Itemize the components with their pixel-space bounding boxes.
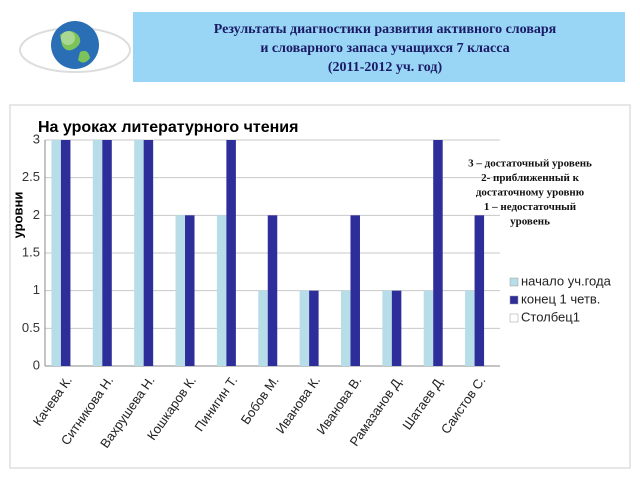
bar — [382, 290, 392, 366]
y-tick-label: 1.5 — [22, 244, 40, 259]
bar — [134, 140, 144, 366]
legend-swatch — [509, 277, 519, 287]
bar — [423, 290, 434, 366]
bar — [175, 215, 186, 366]
legend-swatch — [509, 313, 519, 323]
legend-swatch — [509, 295, 519, 305]
y-tick-label: 0.5 — [22, 320, 40, 335]
annotation: 1 – недостаточный — [484, 201, 577, 213]
y-tick-label: 2.5 — [22, 169, 40, 184]
bar — [102, 140, 112, 366]
annotation: достаточному уровню — [476, 187, 584, 199]
y-tick-label: 3 — [33, 131, 40, 146]
bar — [309, 290, 319, 366]
bar — [92, 140, 103, 366]
bar — [474, 215, 485, 366]
bar — [185, 215, 195, 366]
header-box — [133, 12, 625, 82]
header: Результаты диагностики развития активног… — [214, 22, 557, 75]
y-axis-label: уровни — [10, 192, 25, 239]
legend-label: Столбец1 — [521, 309, 580, 324]
bar — [258, 290, 268, 366]
bar — [51, 140, 61, 366]
bar — [391, 290, 402, 366]
bar — [267, 215, 278, 366]
bar — [216, 215, 227, 366]
y-tick-label: 2 — [33, 207, 40, 222]
bar — [299, 290, 310, 366]
bar — [350, 215, 360, 366]
bar — [433, 140, 443, 366]
chart-frame — [9, 104, 631, 469]
bar — [143, 140, 154, 366]
legend-label: начало уч.года — [521, 273, 612, 288]
annotation: 2- приближенный к — [481, 172, 580, 184]
y-tick-label: 0 — [33, 357, 40, 372]
bar — [465, 290, 475, 366]
bar — [60, 140, 71, 366]
y-tick-label: 1 — [33, 282, 40, 297]
header-line: Результаты диагностики развития активног… — [214, 22, 557, 37]
header-line: и словарного запаса учащихся 7 класса — [260, 41, 509, 56]
annotation: 3 – достаточный уровень — [468, 158, 592, 170]
annotation: уровень — [510, 216, 550, 228]
bar — [226, 140, 236, 366]
chart-title: На уроках литературного чтения — [38, 119, 298, 136]
bar — [340, 290, 351, 366]
legend-label: конец 1 четв. — [521, 291, 600, 306]
header-line: (2011-2012 уч. год) — [328, 60, 443, 75]
globe-icon — [19, 21, 131, 73]
